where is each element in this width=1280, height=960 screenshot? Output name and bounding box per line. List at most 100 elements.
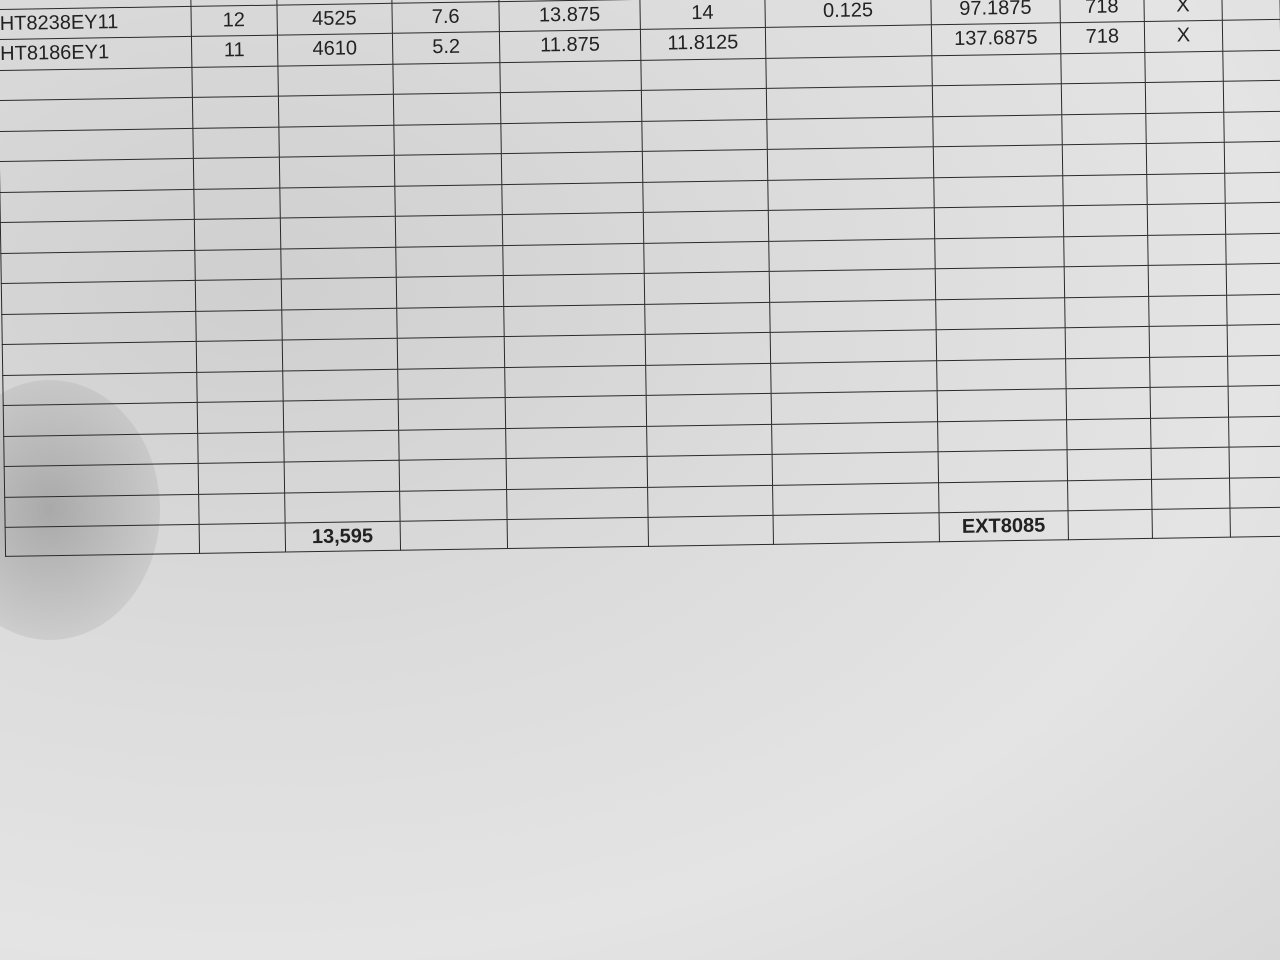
cell [1146,172,1226,205]
cell [195,309,282,342]
cell [0,97,193,131]
cell [1226,324,1280,356]
cell [501,151,643,185]
cell [280,277,397,310]
cell: 718 [1059,0,1145,23]
cell [644,301,771,335]
cell [282,368,398,402]
cell [280,246,397,280]
cell [501,120,642,154]
cell [502,242,644,276]
cell [640,88,767,121]
cell [936,358,1066,391]
cell [770,329,937,363]
cell [1150,416,1229,449]
cell [644,332,771,365]
cell [392,62,501,95]
cell [769,299,937,333]
cell [1066,448,1152,481]
cell [283,460,400,493]
cell [283,429,399,463]
cell [1060,51,1146,84]
cell: 718 [1059,21,1145,54]
cell [500,59,641,93]
cell [641,149,768,182]
cell [1222,19,1280,51]
cell [1064,295,1150,328]
cell [194,248,281,281]
cell [1149,386,1229,418]
cell [2,341,197,375]
cell [1060,82,1146,115]
cell [1147,233,1226,266]
cell [1062,204,1148,237]
cell [399,489,508,522]
cell [1067,478,1152,511]
cell [503,303,645,337]
cell [1229,507,1280,538]
cell [1223,110,1280,143]
cell: 11.875 [499,29,641,63]
cell [195,340,283,372]
cell [765,55,933,89]
cell [397,397,506,430]
cell [768,238,936,272]
cell [931,53,1061,86]
cell [1062,173,1148,206]
cell [771,421,939,455]
cell [1148,264,1227,296]
cell [197,431,284,464]
cell [196,401,284,433]
cell [0,66,193,101]
cell [767,177,935,211]
cell [194,279,282,311]
cell: HT8238EY11 [0,5,192,40]
cell: 137.6875 [931,22,1061,56]
cell [3,432,198,467]
cell [646,454,773,487]
cell [1228,415,1280,448]
cell [504,334,646,368]
cell: X [1143,0,1223,22]
cell: 14 [639,0,766,30]
cell [197,462,285,494]
cell [281,307,398,341]
cell [279,216,396,249]
cell [282,399,399,432]
cell [3,402,198,436]
cell [769,268,936,302]
cell: 12 [190,4,277,37]
cell [767,146,934,180]
cell [193,187,280,220]
cell [398,458,507,491]
cell [1065,387,1151,420]
cell [506,456,648,490]
cell [1146,142,1225,174]
cell [500,90,642,124]
cell [1067,509,1153,540]
cell [936,327,1066,361]
cell [1224,141,1280,173]
cell [192,126,279,159]
cell [398,428,507,461]
cell: HT8186EY1 [0,36,192,70]
cell [1144,50,1224,83]
cell [1227,354,1280,387]
cell [504,364,646,398]
cell [395,214,503,247]
cell [502,181,643,215]
cell [765,24,932,58]
cell [394,153,503,186]
cell [1224,171,1280,204]
cell [277,94,394,127]
cell [0,249,195,284]
cell [281,338,398,371]
cell [647,484,773,518]
printed-sheet: HT8238EY11 12 4525 7.6 13.875 14 0.125 97.1875 7… [0,0,1280,557]
cell [1151,508,1231,539]
cell [772,512,940,545]
cell [640,57,767,91]
cell: 0.125 [764,0,932,28]
cell [646,423,772,457]
cell [1226,293,1280,326]
